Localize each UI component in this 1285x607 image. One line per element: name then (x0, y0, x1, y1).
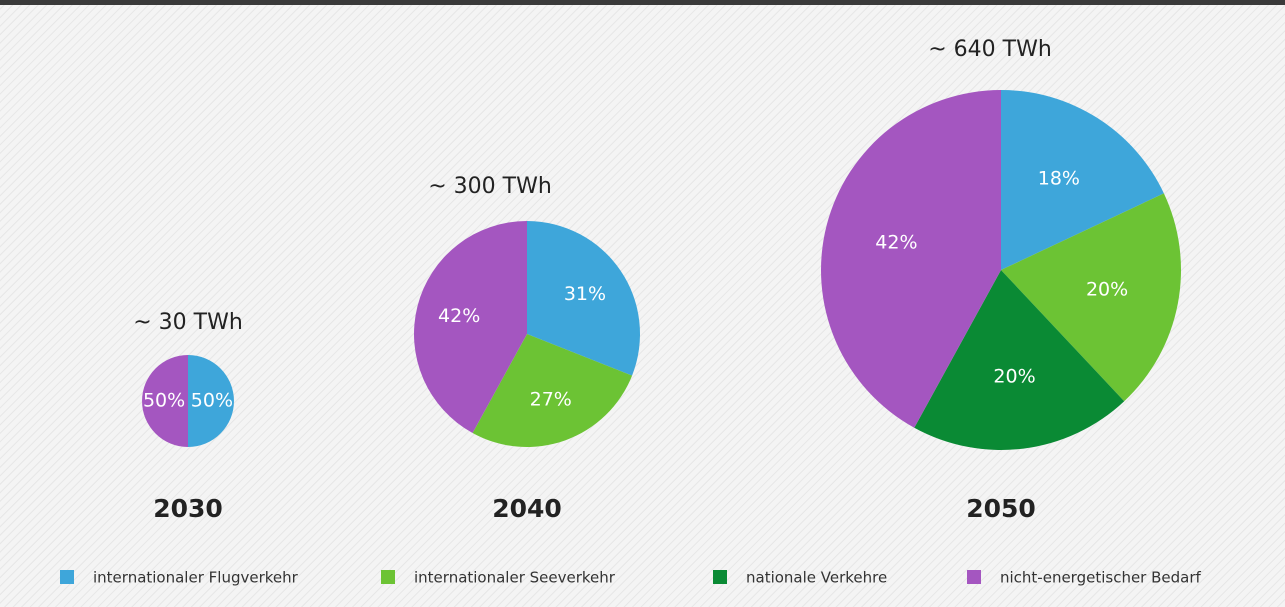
legend-swatch (60, 570, 74, 584)
slice-label: 27% (530, 388, 572, 410)
legend-label: internationaler Flugverkehr (93, 569, 299, 587)
legend-swatch (381, 570, 395, 584)
slice-label: 42% (438, 305, 480, 327)
year-label: 2050 (966, 494, 1036, 523)
pie-slice (1001, 90, 1164, 270)
legend-label: nicht-energetischer Bedarf (1000, 569, 1202, 587)
top-rule (0, 0, 1285, 5)
slice-label: 18% (1038, 167, 1080, 189)
legend-label: nationale Verkehre (746, 569, 887, 587)
pie-title: ~ 640 TWh (928, 37, 1052, 62)
year-label: 2030 (153, 494, 223, 523)
legend-swatch (713, 570, 727, 584)
pie-slice (820, 90, 1001, 428)
pie-title: ~ 30 TWh (133, 310, 243, 335)
slice-label: 50% (143, 390, 185, 412)
slice-label: 20% (993, 366, 1035, 388)
pie-slice (472, 334, 633, 447)
legend-swatch (967, 570, 981, 584)
slice-label: 20% (1086, 279, 1128, 301)
pie-slice (527, 221, 640, 376)
pie-slice (188, 355, 234, 447)
slice-label: 31% (564, 283, 606, 305)
pie-slice (1001, 193, 1181, 402)
slice-label: 50% (191, 390, 233, 412)
pie-slice (914, 270, 1125, 450)
pie-title: ~ 300 TWh (428, 174, 552, 199)
legend-label: internationaler Seeverkehr (414, 569, 616, 587)
pie-slice (142, 355, 188, 447)
slice-label: 42% (875, 232, 917, 254)
pie-slice (414, 221, 527, 434)
year-label: 2040 (492, 494, 562, 523)
